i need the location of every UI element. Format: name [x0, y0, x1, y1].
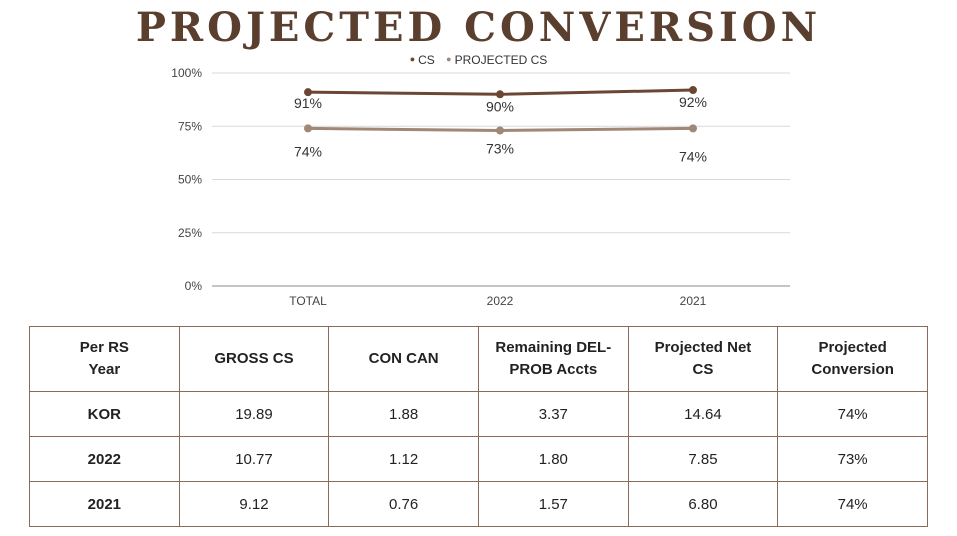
header-line: Conversion [811, 361, 894, 378]
table-row: 2021 9.12 0.76 1.57 6.80 74% [29, 481, 928, 527]
header-line: Year [88, 361, 121, 378]
header-line: Remaining DEL- [495, 339, 612, 356]
data-point-projected-cs [304, 124, 312, 133]
header-line: CS [692, 361, 714, 378]
legend-marker-projected-cs: ● [446, 54, 452, 64]
table-cell-con-can: 0.76 [328, 481, 479, 527]
header-line: PROB Accts [509, 361, 598, 378]
table-cell-remaining: 3.37 [477, 391, 629, 437]
header-line: Projected [818, 339, 887, 356]
header-line: Per RS [79, 339, 129, 356]
header-line: Projected Net [654, 339, 752, 356]
y-tick-label: 50% [178, 173, 202, 187]
table-cell-year: 2021 [29, 481, 180, 527]
table-cell-gross-cs: 10.77 [178, 436, 330, 482]
chart-title: PROJECTED CONVERSION [135, 4, 822, 51]
legend-label-projected-cs: PROJECTED CS [454, 53, 548, 67]
conversion-table: Per RS Year GROSS CS CON CAN Remaining DE… [29, 326, 928, 527]
header-gross-cs: GROSS CS [178, 326, 330, 392]
table-cell-projected-net: 7.85 [627, 436, 779, 482]
legend-label-cs: CS [418, 53, 435, 67]
header-con-can: CON CAN [328, 326, 479, 392]
table-cell-year: KOR [29, 391, 180, 437]
data-point-cs [304, 88, 312, 97]
data-point-projected-cs [496, 126, 504, 135]
table-cell-year: 2022 [29, 436, 180, 482]
table-cell-remaining: 1.57 [477, 481, 629, 527]
data-label-projected-cs: 73% [486, 141, 514, 157]
y-tick-label: 0% [185, 279, 203, 293]
legend-marker-cs: ● [409, 54, 416, 64]
table-cell-gross-cs: 19.89 [178, 391, 330, 437]
data-label-projected-cs: 74% [679, 148, 707, 164]
table-row: 2022 10.77 1.12 1.80 7.85 73% [29, 436, 928, 482]
line-chart: 0% 25% 50% 75% 100% TOTAL 2022 2021 91% 90% 92% 74%… [171, 66, 790, 308]
table-cell-projected-net: 14.64 [627, 391, 779, 437]
data-point-projected-cs [689, 124, 697, 133]
header-projected-conversion: Projected Conversion [777, 326, 928, 392]
x-tick-label: 2021 [680, 294, 707, 308]
data-point-cs [496, 90, 504, 99]
y-tick-label: 75% [178, 119, 202, 133]
table-cell-projected-conversion: 73% [777, 436, 928, 482]
y-tick-label: 100% [171, 66, 202, 80]
table-cell-projected-conversion: 74% [777, 391, 928, 437]
table-header-row: Per RS Year GROSS CS CON CAN Remaining DE… [29, 326, 928, 392]
table-cell-gross-cs: 9.12 [178, 481, 330, 527]
data-point-cs [689, 86, 697, 95]
data-label-cs: 90% [486, 98, 514, 114]
header-remaining-del-prob: Remaining DEL- PROB Accts [477, 326, 629, 392]
x-tick-label: TOTAL [289, 294, 327, 308]
header-per-rs-year: Per RS Year [29, 326, 180, 392]
table-cell-con-can: 1.88 [328, 391, 479, 437]
legend-item-projected-cs: ● PROJECTED CS [446, 53, 547, 67]
legend-item-cs: ● CS [410, 53, 435, 67]
x-tick-label: 2022 [487, 294, 514, 308]
table-row: KOR 19.89 1.88 3.37 14.64 74% [29, 391, 928, 437]
table-cell-remaining: 1.80 [477, 436, 629, 482]
data-label-cs: 92% [679, 94, 707, 110]
chart-legend: ● CS ● PROJECTED CS [0, 53, 957, 67]
data-label-projected-cs: 74% [294, 143, 322, 159]
table-cell-con-can: 1.12 [328, 436, 479, 482]
y-tick-label: 25% [178, 226, 202, 240]
table-cell-projected-net: 6.80 [627, 481, 779, 527]
header-projected-net-cs: Projected Net CS [627, 326, 779, 392]
header-line: CON CAN [368, 350, 439, 367]
data-label-cs: 91% [294, 95, 322, 111]
table-cell-projected-conversion: 74% [777, 481, 928, 527]
header-line: GROSS CS [214, 350, 294, 367]
